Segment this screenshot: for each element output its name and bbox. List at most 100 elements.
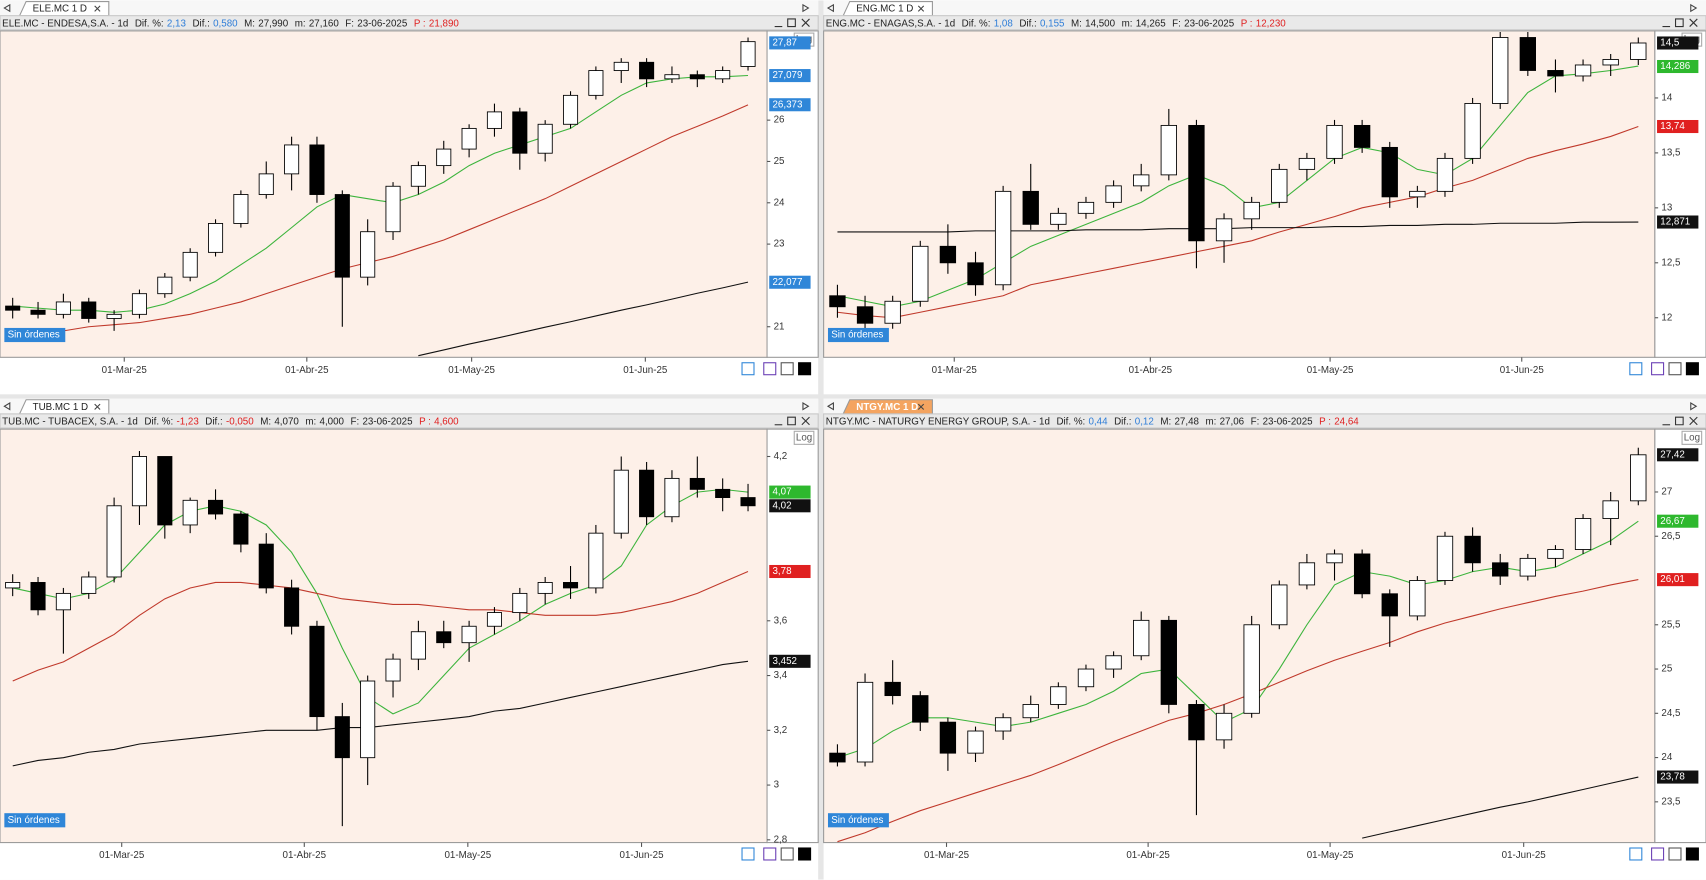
- price-tag-label: 26,67: [1660, 516, 1684, 527]
- candle-body: [1409, 190, 1426, 198]
- x-tick-label: 01-May-25: [444, 850, 491, 861]
- orders-button-label[interactable]: Sin órdenes: [831, 815, 883, 826]
- tab-scroll[interactable]: [802, 3, 810, 13]
- candle-body: [1519, 37, 1536, 71]
- tool-wave[interactable]: [1629, 362, 1643, 376]
- candle-body: [1492, 37, 1509, 104]
- tool-color[interactable]: [1685, 362, 1699, 376]
- candle-body: [664, 74, 680, 80]
- candle-body: [537, 582, 553, 594]
- candle-body: [1547, 70, 1564, 77]
- y-tick-label: 24: [1661, 752, 1672, 763]
- tool-pin[interactable]: [780, 362, 794, 376]
- tool-wave[interactable]: [741, 362, 755, 376]
- candle-body: [334, 716, 350, 759]
- tool-color[interactable]: [798, 847, 812, 861]
- log-button[interactable]: [1681, 430, 1703, 445]
- price-tag: [1657, 119, 1699, 134]
- candle-body: [588, 70, 604, 96]
- tab-label[interactable]: ELE.MC 1 D: [33, 4, 87, 15]
- y-tick-label: 25,5: [1661, 619, 1681, 630]
- log-label[interactable]: Log: [1684, 432, 1700, 443]
- orders-button-label[interactable]: Sin órdenes: [8, 330, 60, 341]
- candle-body: [613, 61, 629, 72]
- candle-body: [1464, 535, 1481, 564]
- candle-body: [207, 499, 224, 515]
- tab-label[interactable]: NTGY.MC 1 D: [856, 402, 918, 413]
- win-max[interactable]: [1674, 18, 1684, 28]
- win-max[interactable]: [787, 416, 796, 426]
- win-close[interactable]: [1689, 416, 1698, 426]
- tab-close[interactable]: [94, 5, 101, 12]
- tool-save[interactable]: [1651, 362, 1665, 376]
- orders-button-label[interactable]: Sin órdenes: [8, 815, 60, 826]
- win-close[interactable]: [801, 416, 810, 426]
- candle-body: [30, 309, 46, 315]
- tab-label[interactable]: ENG.MC 1 D: [856, 4, 913, 15]
- candle-body: [1215, 218, 1233, 242]
- candle-body: [5, 582, 21, 589]
- orders-button[interactable]: [4, 813, 66, 828]
- moving-average: [12, 571, 749, 682]
- tab-scroll[interactable]: [802, 402, 810, 411]
- candle-body: [1077, 201, 1095, 214]
- header-label: m:: [1122, 18, 1133, 29]
- y-tick-label: 25: [1661, 664, 1672, 675]
- tool-color[interactable]: [798, 362, 812, 376]
- tab-close[interactable]: [917, 5, 925, 12]
- y-tick-label: 23: [774, 239, 785, 250]
- win-max[interactable]: [1674, 416, 1684, 426]
- candle-body: [182, 251, 198, 278]
- tool-save[interactable]: [1651, 847, 1665, 861]
- tool-save[interactable]: [763, 362, 777, 376]
- tab-scroll-left[interactable]: [826, 3, 834, 13]
- header-value: 23-06-2025: [362, 416, 413, 427]
- header-name: ENG.MC - ENAGAS,S.A. - 1d: [826, 18, 955, 29]
- win-max[interactable]: [787, 18, 796, 28]
- moving-average: [12, 104, 749, 336]
- tab-scroll-left[interactable]: [826, 402, 834, 411]
- tool-pin[interactable]: [1668, 362, 1682, 376]
- tool-save[interactable]: [763, 847, 777, 861]
- win-close[interactable]: [801, 18, 810, 27]
- candle-body: [1022, 190, 1039, 225]
- orders-button[interactable]: [827, 327, 889, 343]
- tool-wave[interactable]: [741, 847, 755, 861]
- candle-body: [1326, 124, 1343, 159]
- win-close[interactable]: [1689, 18, 1698, 27]
- header-value: 0,44: [1089, 416, 1109, 427]
- header-label: m:: [295, 18, 306, 29]
- header-bar: [823, 15, 1706, 31]
- tab-scroll[interactable]: [1690, 3, 1698, 13]
- tool-wave[interactable]: [1629, 847, 1643, 861]
- price-tag: [1657, 59, 1699, 74]
- y-tick-label: 24: [774, 197, 785, 208]
- tab-scroll[interactable]: [1690, 402, 1698, 411]
- log-button[interactable]: [793, 430, 815, 445]
- price-tag-label: 3,452: [772, 656, 796, 667]
- candle-body: [994, 717, 1012, 732]
- candle-body: [1243, 624, 1260, 714]
- tab-close[interactable]: [94, 403, 101, 410]
- orders-button-label[interactable]: Sin órdenes: [831, 330, 883, 341]
- tab-scroll-left[interactable]: [3, 3, 11, 13]
- x-tick-label: 01-Jun-25: [1500, 365, 1545, 376]
- header-label: M:: [260, 416, 271, 427]
- tab-scroll-left[interactable]: [3, 402, 11, 411]
- candle-body: [5, 305, 21, 311]
- header-value: 23-06-2025: [357, 18, 408, 29]
- price-tag: [769, 98, 811, 112]
- candle-body: [1298, 562, 1316, 586]
- tab-label[interactable]: TUB.MC 1 D: [33, 402, 88, 413]
- orders-button[interactable]: [4, 327, 66, 343]
- tool-pin[interactable]: [780, 847, 794, 861]
- log-label[interactable]: Log: [796, 432, 812, 443]
- orders-button[interactable]: [827, 813, 889, 828]
- candle-body: [994, 190, 1012, 286]
- tool-color[interactable]: [1685, 847, 1699, 861]
- header-text: ELE.MC - ENDESA,S.A. - 1d Dif. %: 2,13 Dif.…: [2, 18, 459, 29]
- x-tick-label: 01-Mar-25: [102, 365, 148, 376]
- tool-pin[interactable]: [1668, 847, 1682, 861]
- price-tag: [1657, 514, 1699, 528]
- tab-close[interactable]: [917, 403, 925, 410]
